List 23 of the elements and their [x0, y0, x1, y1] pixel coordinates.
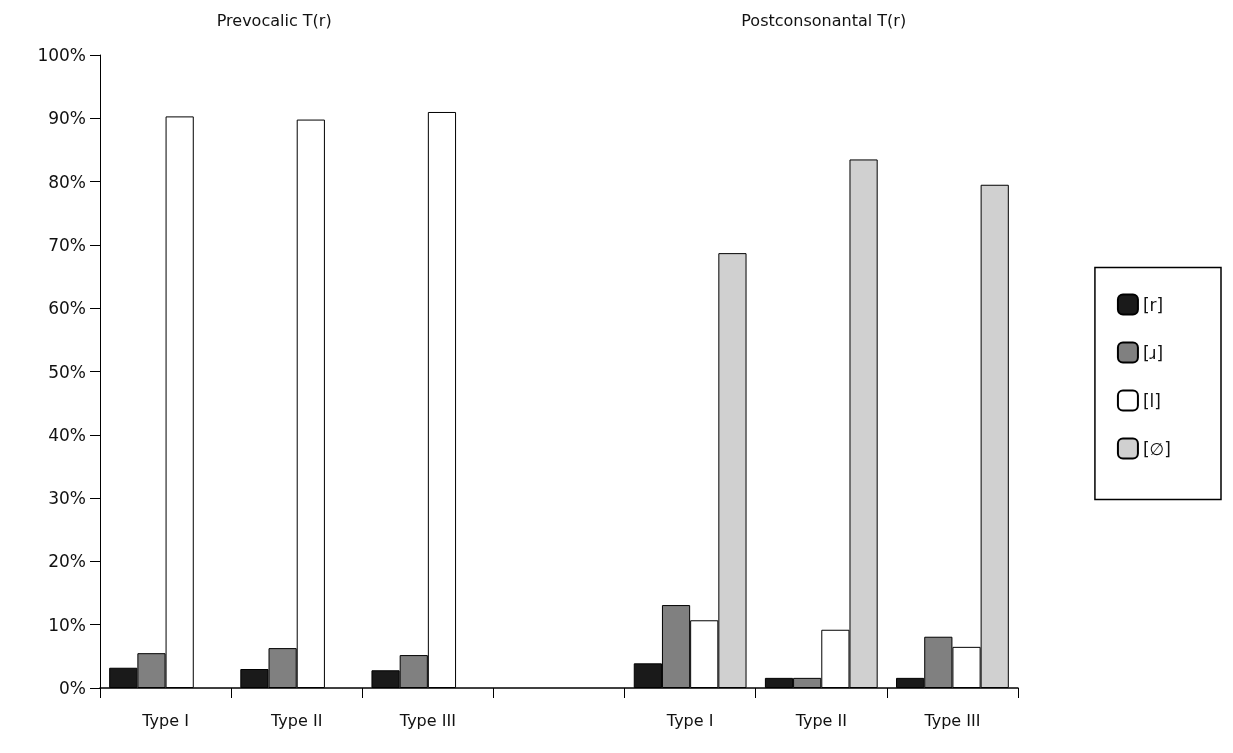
x-tick-label: Type II [270, 710, 323, 730]
x-tick-label: Type III [923, 710, 981, 730]
y-tick-label: 70% [48, 234, 86, 255]
x-tick-label: Type I [141, 710, 189, 730]
x-tick-label: Type I [665, 710, 714, 730]
y-tick-label: 90% [48, 108, 86, 129]
y-tick-label: 50% [48, 361, 86, 382]
y-tick-label: 80% [48, 171, 86, 192]
y-tick-label: 100% [37, 45, 86, 65]
legend-label: [l] [1142, 390, 1161, 411]
text: Prevocalic T(r) [216, 10, 332, 30]
x-tick-label: Type III [398, 710, 456, 730]
legend-label: [∅] [1142, 438, 1171, 459]
y-tick-label: 0% [59, 678, 86, 698]
x-tick-label: Type II [794, 710, 847, 730]
y-tick-label: 20% [48, 551, 86, 572]
text: Postconsonantal T(r) [741, 10, 907, 30]
y-tick-label: 60% [48, 298, 86, 319]
y-tick-label: 10% [48, 614, 86, 635]
legend-label: [r] [1142, 294, 1164, 315]
y-tick-label: 30% [48, 488, 86, 509]
legend-label: [ɹ] [1142, 342, 1164, 363]
y-tick-label: 40% [48, 424, 86, 445]
